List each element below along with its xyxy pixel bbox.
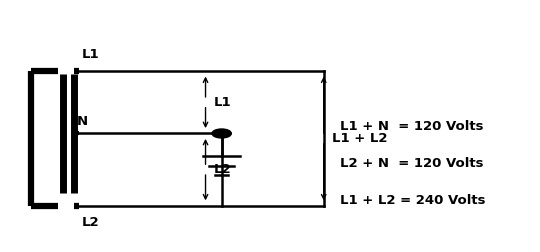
Text: L2 + N  = 120 Volts: L2 + N = 120 Volts <box>340 157 483 170</box>
Text: L1 + N  = 120 Volts: L1 + N = 120 Volts <box>340 119 483 133</box>
Text: N: N <box>77 115 87 129</box>
Text: L1: L1 <box>82 48 99 61</box>
Text: L2: L2 <box>214 163 231 176</box>
Text: L2: L2 <box>82 216 99 229</box>
Text: L1 + L2 = 240 Volts: L1 + L2 = 240 Volts <box>340 194 485 207</box>
Text: L1 + L2: L1 + L2 <box>332 132 387 145</box>
Text: L1: L1 <box>214 96 231 109</box>
Circle shape <box>212 129 231 138</box>
